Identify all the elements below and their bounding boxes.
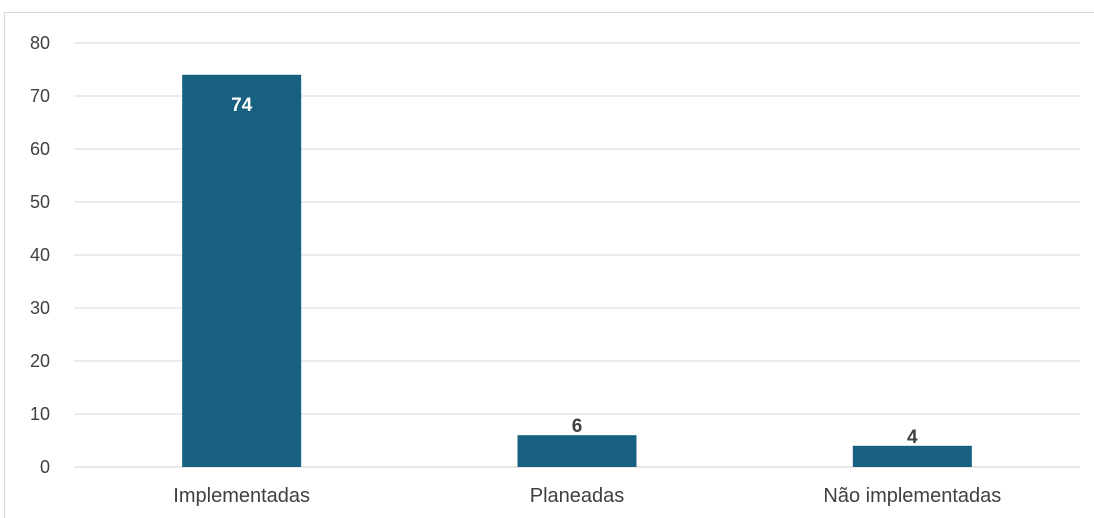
category-label: Não implementadas [823,485,1001,507]
y-tick-label: 70 [30,86,50,106]
y-tick-label: 20 [30,351,50,371]
y-tick-label: 30 [30,298,50,318]
data-label: 4 [907,427,918,448]
y-tick-label: 10 [30,404,50,424]
y-tick-label: 50 [30,192,50,212]
category-label: Planeadas [530,485,625,507]
data-label: 74 [231,95,253,116]
y-tick-label: 60 [30,139,50,159]
data-label: 6 [572,416,583,437]
y-tick-label: 0 [40,457,50,477]
y-axis-ticks: 0 10 20 30 40 50 60 70 80 [30,33,50,477]
y-tick-label: 80 [30,33,50,53]
bar-2 [853,446,972,467]
category-label: Implementadas [173,485,310,507]
bars [182,75,972,467]
data-labels: 74 6 4 [231,95,918,448]
bar-0 [182,75,301,467]
bar-1 [518,435,637,467]
y-tick-label: 40 [30,245,50,265]
x-axis-categories: Implementadas Planeadas Não implementadas [173,485,1001,507]
